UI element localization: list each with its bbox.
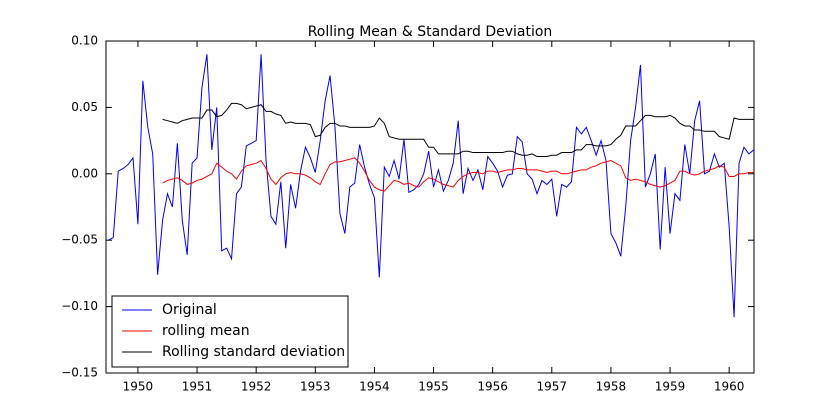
x-tick-label: 1952 <box>241 380 272 394</box>
plot-frame <box>105 40 755 374</box>
y-tick-label: −0.10 <box>61 299 98 313</box>
x-tick-label: 1955 <box>418 380 449 394</box>
series-line <box>108 54 754 318</box>
x-tick-label: 1960 <box>714 380 745 394</box>
chart-title: Rolling Mean & Standard Deviation <box>308 24 553 40</box>
legend-label: Rolling standard deviation <box>162 344 345 360</box>
x-tick-label: 1957 <box>537 380 568 394</box>
y-tick-label: 0.00 <box>71 166 98 180</box>
y-tick-label: 0.10 <box>71 34 98 48</box>
legend-label: Original <box>162 302 217 318</box>
x-tick-label: 1951 <box>182 380 213 394</box>
y-tick-label: −0.05 <box>61 233 98 247</box>
series-line <box>162 157 754 192</box>
x-tick-label: 1959 <box>655 380 686 394</box>
x-tick-label: 1954 <box>359 380 390 394</box>
x-tick-label: 1950 <box>123 380 154 394</box>
y-tick-label: 0.05 <box>71 100 98 114</box>
x-tick-label: 1958 <box>596 380 627 394</box>
x-tick-label: 1956 <box>477 380 508 394</box>
series-line <box>162 102 754 158</box>
y-tick-label: −0.15 <box>61 366 98 380</box>
legend-label: rolling mean <box>162 323 250 339</box>
x-tick-label: 1953 <box>300 380 331 394</box>
